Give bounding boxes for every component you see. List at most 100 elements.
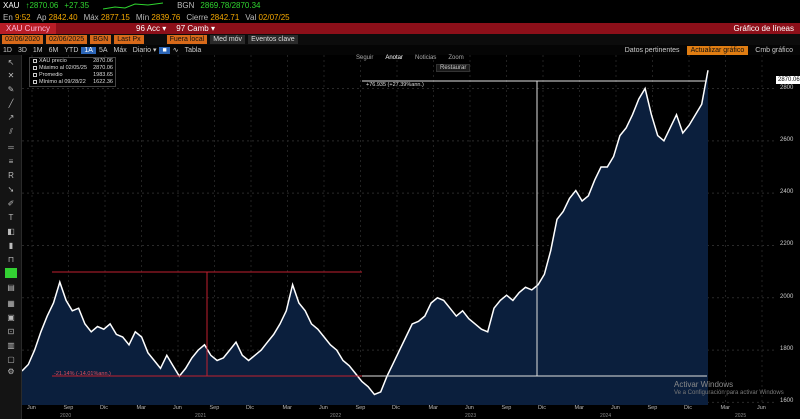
legend-row[interactable]: Promedio 1983.65	[30, 72, 115, 79]
x-year-label: 2023	[465, 413, 477, 419]
settings-gear-icon[interactable]: ⚙	[7, 367, 15, 376]
pen-icon[interactable]: ✎	[7, 85, 15, 94]
line-icon[interactable]: ╱	[8, 99, 14, 108]
measure-icon[interactable]: ⊡	[7, 327, 15, 336]
start-date-field[interactable]: 02/06/2020	[2, 35, 44, 44]
last-price: 2870.06	[29, 1, 59, 10]
line-chart-icon[interactable]: ∿	[172, 47, 179, 54]
legend-row[interactable]: Máximo al 02/05/25 2870.06	[30, 65, 115, 72]
x-tick-label: Dic	[538, 405, 546, 411]
fib-icon[interactable]: ≡	[8, 157, 14, 166]
last-price-flag: 2870.06	[776, 76, 800, 84]
time-frame-bar: 1D 3D 1M 6M YTD 1A 5A Máx Diario ▾ ■ ∿ T…	[0, 45, 800, 55]
ticker-label: XAU	[3, 1, 20, 10]
grid-icon[interactable]: ▦	[7, 299, 15, 308]
currency-field[interactable]: BGN	[90, 35, 112, 44]
tab-1[interactable]: ■	[159, 46, 170, 54]
y-tick-label: 1800	[780, 346, 794, 353]
tf-ytd[interactable]: YTD	[64, 46, 79, 54]
lock-icon[interactable]: ▣	[7, 313, 15, 322]
mode-annotate[interactable]: Anotar	[385, 55, 404, 61]
relevant-data-button[interactable]: Datos pertinentes	[624, 46, 680, 54]
tf-1m[interactable]: 1M	[32, 46, 43, 54]
frequency-select[interactable]: Diario ▾	[132, 47, 157, 54]
low-label: Mín	[135, 12, 150, 22]
source-label: BGN	[177, 1, 195, 10]
price-line	[22, 70, 709, 396]
pointer-icon[interactable]: ↖	[7, 58, 15, 67]
period-field[interactable]: Fuera local	[166, 35, 208, 44]
mode-follow[interactable]: Seguir	[356, 55, 374, 61]
change-chart-button[interactable]: Cmb gráfico	[755, 46, 793, 54]
chart-legend: XAU precio 2870.06 Máximo al 02/05/25 2870…	[29, 57, 116, 87]
x-tick-label: Mar	[282, 405, 292, 411]
y-tick-label: 1600	[780, 398, 794, 405]
tf-6m[interactable]: 6M	[48, 46, 59, 54]
tf-1d[interactable]: 1D	[3, 46, 12, 54]
x-year-label: 2025	[735, 413, 747, 419]
x-tick-label: Dic	[100, 405, 108, 411]
retrace-icon[interactable]: R	[8, 171, 14, 180]
high-label: Máx	[83, 12, 99, 22]
security-field[interactable]: XAU Curncy	[0, 23, 57, 34]
y-tick-label: 2000	[780, 293, 794, 300]
x-tick-label: Dic	[392, 405, 400, 411]
key-events-toggle[interactable]: Eventos clave	[248, 35, 298, 44]
close-label: Cierre	[186, 12, 209, 22]
end-date-field[interactable]: 02/06/2025	[46, 35, 88, 44]
low-value: 2839.76	[151, 12, 181, 22]
legend-row[interactable]: Mínimo al 09/28/22 1622.36	[30, 79, 115, 86]
price-chart[interactable]	[22, 55, 800, 419]
open-label: Ap	[36, 12, 47, 22]
x-tick-label: Sep	[209, 405, 220, 411]
tf-max[interactable]: Máx	[113, 46, 127, 54]
watermark-title: Activar Windows	[674, 380, 734, 389]
channel-icon[interactable]: ⫽	[9, 127, 13, 136]
mode-zoom[interactable]: Zoom	[448, 55, 464, 61]
x-tick-label: Mar	[720, 405, 730, 411]
watermark-subtitle: Ve a Configuración para activar Windows	[674, 390, 784, 396]
trend-icon[interactable]: ↗	[7, 113, 15, 122]
color-swatch-icon[interactable]	[5, 268, 17, 278]
drawdown-measure-label: -21.14% (-14.01%ann.)	[54, 371, 111, 377]
moving-average-toggle[interactable]: Med móv	[210, 35, 246, 44]
y-tick-label: 2200	[780, 241, 794, 248]
events-icon[interactable]: ▥	[7, 341, 15, 350]
mode-news[interactable]: Noticias	[415, 55, 437, 61]
high-value: 2877.15	[100, 12, 130, 22]
tf-3d[interactable]: 3D	[17, 46, 27, 54]
x-year-label: 2024	[600, 413, 612, 419]
x-tick-label: Sep	[63, 405, 74, 411]
actions-menu[interactable]: 96 Acc ▾	[136, 24, 167, 33]
up-arrow-icon: ↑	[25, 1, 30, 10]
trash-icon[interactable]: ▮	[8, 241, 14, 250]
x-tick-label: Jun	[465, 405, 474, 411]
x-tick-label: Sep	[647, 405, 658, 411]
price-change: +27.35	[64, 1, 90, 10]
change-menu[interactable]: 97 Camb ▾	[176, 24, 215, 33]
val-label: Val	[245, 12, 257, 22]
legend-row[interactable]: XAU precio 2870.06	[30, 58, 115, 65]
brush-icon[interactable]: ✐	[7, 199, 15, 208]
x-year-label: 2020	[60, 413, 72, 419]
note-icon[interactable]: ▢	[7, 355, 15, 364]
x-tick-label: Sep	[501, 405, 512, 411]
tf-1a[interactable]: 1A	[81, 46, 96, 54]
magnet-icon[interactable]: ⊓	[7, 255, 15, 264]
x-year-label: 2022	[330, 413, 342, 419]
zoom-icon[interactable]: ✕	[7, 71, 15, 80]
update-chart-button[interactable]: Actualizar gráfico	[686, 45, 749, 55]
tf-5a[interactable]: 5A	[98, 46, 108, 54]
arrow-icon[interactable]: ➘	[7, 185, 15, 194]
price-type-field[interactable]: Last Px	[114, 35, 144, 44]
text-icon[interactable]: T	[8, 213, 14, 222]
layers-icon[interactable]: ▤	[7, 283, 15, 292]
restore-button[interactable]: Restaurar	[436, 64, 471, 72]
shape-icon[interactable]: ◧	[7, 227, 15, 236]
hline-icon[interactable]: ═	[8, 143, 14, 152]
x-tick-label: Jun	[319, 405, 328, 411]
security-bar: XAU Curncy 96 Acc ▾ 97 Camb ▾ Gráfico de…	[0, 23, 800, 34]
sparkline	[103, 2, 164, 9]
table-link[interactable]: Tabla	[184, 46, 202, 54]
en-label: En	[3, 12, 13, 22]
